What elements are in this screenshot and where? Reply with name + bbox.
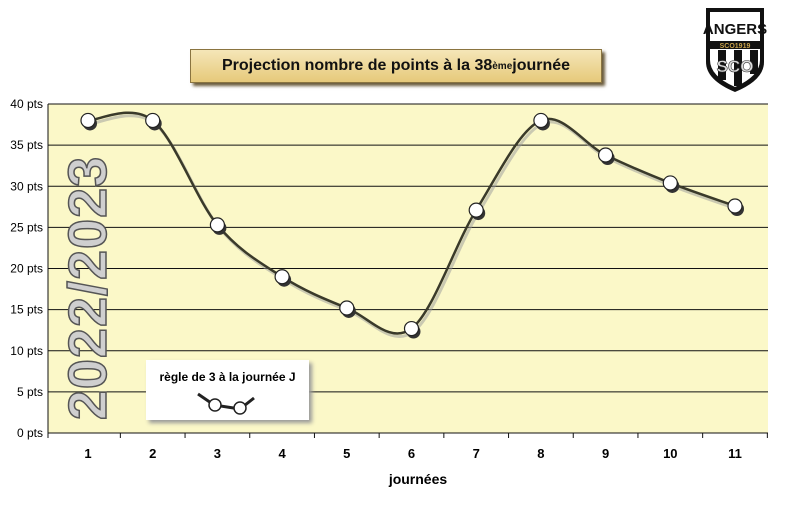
y-tick-label: 30 pts — [10, 179, 43, 193]
angers-sco-logo: ANGERS SCO1919 SCO — [703, 8, 767, 92]
data-point — [274, 269, 290, 285]
y-tick-label: 15 pts — [10, 303, 43, 317]
y-tick-label: 35 pts — [10, 138, 43, 152]
y-tick-label: 10 pts — [10, 344, 43, 358]
data-point — [727, 198, 743, 214]
y-tick-label: 25 pts — [10, 220, 43, 234]
data-point — [145, 112, 161, 129]
data-point — [403, 320, 420, 337]
data-point — [662, 175, 678, 191]
data-point — [80, 112, 96, 129]
x-tick-label: 7 — [473, 446, 480, 461]
y-tick-label: 40 pts — [10, 97, 43, 111]
data-point — [597, 147, 614, 163]
x-tick-label: 8 — [537, 446, 544, 461]
x-tick-label: 4 — [278, 446, 286, 461]
x-tick-label: 9 — [602, 446, 609, 461]
season-watermark: 2022/2023 — [57, 155, 119, 421]
data-point — [339, 300, 355, 316]
x-tick-label: 3 — [214, 446, 221, 461]
y-tick-label: 20 pts — [10, 262, 43, 276]
x-tick-label: 11 — [728, 446, 742, 461]
svg-text:SCO: SCO — [717, 57, 754, 76]
x-tick-label: 6 — [408, 446, 415, 461]
legend-line-sample — [197, 392, 255, 415]
chart-title: Projection nombre de points à la 38 ème j… — [190, 49, 602, 83]
data-point — [209, 217, 225, 233]
svg-text:SCO1919: SCO1919 — [720, 43, 751, 50]
svg-text:ANGERS: ANGERS — [703, 21, 767, 38]
data-point — [468, 202, 484, 218]
x-tick-label: 1 — [84, 446, 91, 461]
x-axis-label: journées — [388, 471, 448, 487]
legend-label: règle de 3 à la journée J — [159, 370, 296, 384]
x-tick-label: 2 — [149, 446, 156, 461]
x-tick-label: 5 — [343, 446, 350, 461]
y-tick-label: 0 pts — [17, 426, 43, 440]
x-tick-label: 10 — [663, 446, 677, 461]
y-tick-label: 5 pts — [17, 385, 43, 399]
legend: règle de 3 à la journée J — [146, 360, 309, 420]
data-point — [533, 112, 549, 129]
